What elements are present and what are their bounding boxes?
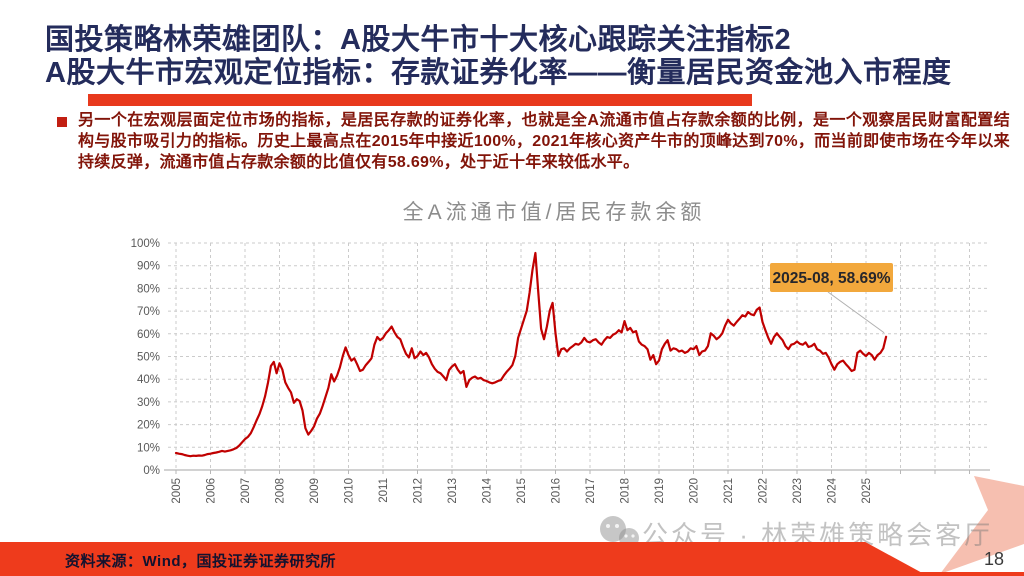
x-tick-label: 2005 [171, 478, 183, 504]
x-tick-label: 2012 [413, 478, 425, 504]
bullet-square-icon [57, 117, 67, 127]
footer-bar [0, 542, 928, 576]
x-tick-label: 2022 [758, 478, 770, 504]
title-line-1: 国投策略林荣雄团队：A股大牛市十大核心跟踪关注指标2 [45, 24, 792, 56]
annotation-box [770, 263, 893, 292]
x-tick-label: 2014 [482, 477, 494, 503]
title-underline-bar [88, 94, 752, 106]
y-tick-label: 60% [137, 329, 160, 341]
chart-title: 全A流通市值/居民存款余额 [402, 201, 706, 224]
x-tick-label: 2020 [689, 478, 701, 504]
y-tick-label: 70% [137, 306, 160, 318]
y-tick-label: 30% [137, 397, 160, 409]
corner-decoration [940, 476, 1024, 574]
y-tick-label: 0% [143, 465, 160, 477]
x-tick-label: 2007 [240, 478, 252, 504]
x-tick-label: 2025 [861, 478, 873, 504]
line-chart: 0% 10% 20% 30% 40% 50% 60% 70% 80% 90% 100% 2005 200… [131, 238, 990, 504]
x-tick-label: 2013 [447, 478, 459, 504]
x-tick-label: 2010 [344, 478, 356, 504]
x-tick-label: 2024 [827, 477, 839, 503]
y-tick-label: 80% [137, 283, 160, 295]
x-tick-label: 2006 [206, 478, 218, 504]
y-tick-label: 20% [137, 420, 160, 432]
source-note: 资料来源：Wind，国投证券证券研究所 [65, 553, 337, 570]
x-tick-label: 2008 [275, 478, 287, 504]
x-tick-label: 2019 [654, 478, 666, 504]
x-tick-label: 2011 [378, 478, 390, 503]
body-paragraph: 另一个在宏观层面定位市场的指标，是居民存款的证券化率，也就是全A流通市值占存款余… [78, 112, 1010, 171]
x-tick-label: 2021 [723, 478, 735, 504]
y-tick-label: 40% [137, 374, 160, 386]
annotation-callout-line [827, 291, 885, 334]
title-line-2: A股大牛市宏观定位指标：存款证券化率——衡量居民资金池入市程度 [45, 57, 952, 89]
annotation-label: 2025-08, 58.69% [772, 270, 890, 287]
x-tick-label: 2016 [551, 478, 563, 504]
x-tick-label: 2017 [585, 478, 597, 504]
y-tick-label: 100% [131, 238, 160, 250]
footer-bottom-strip [0, 572, 1024, 576]
x-tick-label: 2023 [792, 478, 804, 504]
x-tick-label: 2015 [516, 478, 528, 504]
y-tick-label: 10% [137, 442, 160, 454]
page-title: 国投策略林荣雄团队：A股大牛市十大核心跟踪关注指标2 A股大牛市宏观定位指标：存… [45, 24, 1015, 90]
page-number: 18 [983, 549, 1004, 569]
x-tick-label: 2018 [620, 478, 632, 504]
data-line [174, 251, 888, 458]
y-tick-label: 50% [137, 352, 160, 364]
y-tick-label: 90% [137, 261, 160, 273]
x-tick-label: 2009 [309, 478, 321, 504]
